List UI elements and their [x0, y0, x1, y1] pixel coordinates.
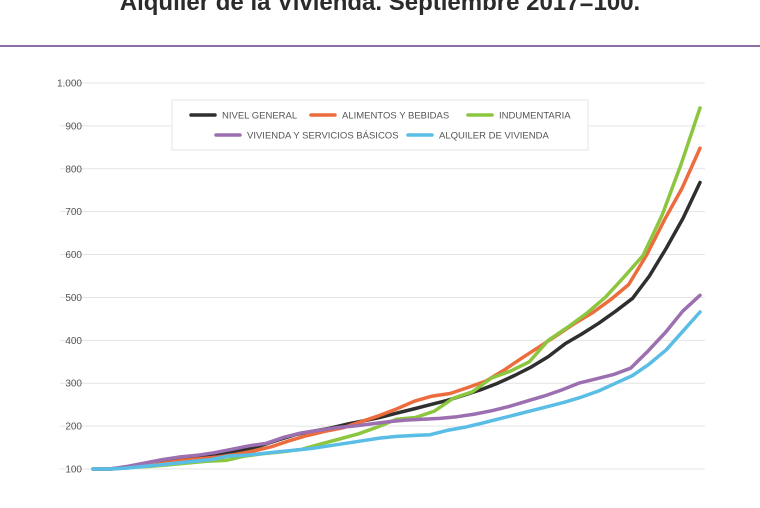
- y-tick-label: 100: [65, 465, 82, 476]
- legend-label: NIVEL GENERAL: [222, 111, 297, 122]
- y-axis-ticks: 100 200 300 400 500 600 700 800 900 1.000: [57, 79, 82, 476]
- y-tick-label: 1.000: [57, 79, 82, 90]
- y-tick-label: 700: [65, 207, 82, 218]
- y-tick-label: 500: [65, 293, 82, 304]
- legend: NIVEL GENERAL ALIMENTOS Y BEBIDAS INDUMENT…: [171, 99, 589, 151]
- y-tick-label: 200: [65, 422, 82, 433]
- y-tick-label: 600: [65, 250, 82, 261]
- series-lines: [91, 106, 702, 471]
- legend-label: ALQUILER DE VIVIENDA: [439, 131, 549, 142]
- series-line-4: [91, 310, 702, 471]
- legend-label: ALIMENTOS Y BEBIDAS: [342, 111, 449, 122]
- series-line-1: [91, 146, 702, 471]
- legend-label: VIVIENDA Y SERVICIOS BÁSICOS: [247, 131, 399, 142]
- grid-lines: [60, 82, 705, 470]
- legend-label: INDUMENTARIA: [499, 111, 571, 122]
- y-tick-label: 400: [65, 336, 82, 347]
- series-line-3: [91, 293, 702, 471]
- y-tick-label: 900: [65, 121, 82, 132]
- chart-title: Alquiler de la Vivienda. Septiembre 2017…: [119, 0, 641, 16]
- y-tick-label: 300: [65, 379, 82, 390]
- y-tick-label: 800: [65, 164, 82, 175]
- title-divider: [0, 45, 760, 47]
- legend-box: [171, 99, 589, 151]
